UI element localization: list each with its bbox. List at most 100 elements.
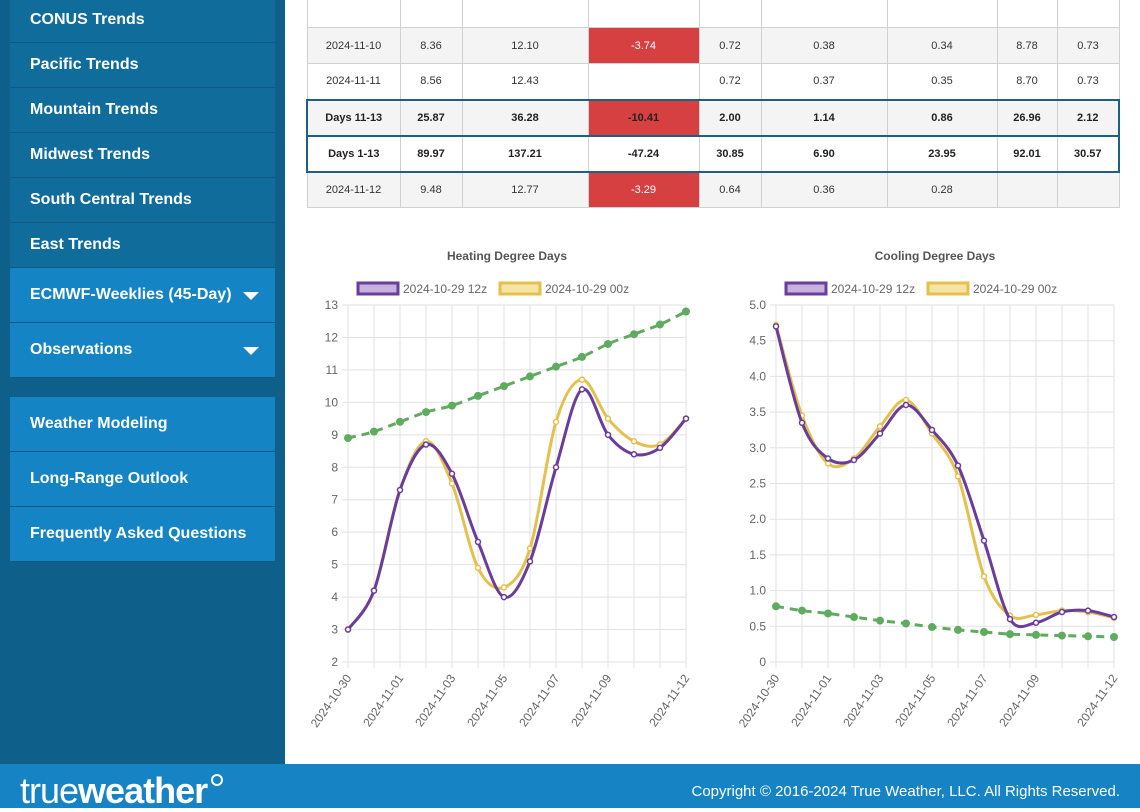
data-point [370, 587, 378, 594]
table-cell: 2.00 [698, 98, 762, 137]
table-cell [760, 0, 888, 28]
data-point [370, 427, 378, 436]
data-point [396, 486, 404, 494]
data-point [876, 430, 884, 437]
data-point [980, 628, 988, 637]
table-cell [886, 0, 998, 28]
y-tick-label: 2 [331, 655, 338, 669]
table-cell: Days 11-13 [306, 98, 401, 137]
data-point [850, 613, 858, 622]
sidebar-item-label: Long-Range Outlook [30, 470, 189, 487]
sidebar-item-pacific-trends[interactable]: Pacific Trends [10, 43, 275, 88]
sidebar-item-label: Midwest Trends [30, 146, 151, 163]
table-row: 2024-11-12 9.48 12.77 -3.29 0.64 0.36 0.28 [306, 171, 1120, 208]
table-cell: 0.34 [886, 27, 998, 64]
sidebar-item-observations[interactable]: Observations [10, 323, 275, 378]
y-tick-label: 12 [325, 330, 339, 344]
table-cell [698, 0, 762, 28]
table-cell: -3.74 [587, 27, 700, 64]
chart-title: Cooling Degree Days [875, 249, 996, 263]
table-cell: 0.28 [886, 171, 998, 208]
sidebar-item-mountain-trends[interactable]: Mountain Trends [10, 88, 275, 133]
x-tick-label: 2024-11-12 [1074, 671, 1120, 729]
x-tick-label: 2024-11-03 [840, 671, 886, 729]
sidebar-item-midwest-trends[interactable]: Midwest Trends [10, 133, 275, 178]
copyright-text: Copyright © 2016-2024 True Weather, LLC.… [691, 783, 1120, 800]
data-point [344, 434, 352, 443]
data-point [876, 616, 884, 625]
data-point [578, 386, 586, 393]
sidebar-item-east-trends[interactable]: East Trends [10, 223, 275, 268]
table-cell [996, 0, 1058, 28]
x-tick-label: 2024-11-12 [646, 671, 692, 729]
table-cell: 0.72 [698, 27, 762, 64]
table-cell [996, 171, 1058, 208]
trueweather-logo[interactable]: trueweather [20, 770, 224, 812]
table-cell: 0.38 [760, 27, 888, 64]
data-point [422, 408, 430, 417]
data-point [474, 564, 482, 572]
data-point [1032, 619, 1040, 626]
table-cell: 26.96 [996, 98, 1058, 137]
data-point [1110, 613, 1118, 621]
legend-swatch [498, 281, 542, 296]
table-cell: 36.28 [461, 98, 589, 137]
sidebar-item-conus-trends[interactable]: CONUS Trends [10, 0, 275, 43]
sidebar-item-long-range-outlook[interactable]: Long-Range Outlook [10, 452, 275, 507]
x-tick-label: 2024-11-09 [568, 671, 614, 729]
series-line-00z [346, 378, 688, 631]
data-point [682, 307, 690, 316]
x-tick-label: 2024-11-09 [996, 671, 1042, 729]
table-row [306, 0, 1120, 28]
data-point [980, 537, 988, 544]
table-cell: 6.90 [760, 134, 888, 173]
sidebar-item-ecmwf-weeklies[interactable]: ECMWF-Weeklies (45-Day) [10, 268, 275, 323]
table-cell: 1.14 [760, 98, 888, 137]
x-tick-label: 2024-11-07 [944, 671, 990, 729]
sidebar-item-weather-modeling[interactable]: Weather Modeling [10, 397, 275, 452]
legend-swatch [926, 281, 970, 296]
sidebar-item-label: Observations [30, 341, 133, 358]
table-cell: 0.35 [886, 63, 998, 100]
data-point [772, 323, 780, 330]
data-point [1032, 630, 1040, 639]
sidebar-item-faq[interactable]: Frequently Asked Questions [10, 507, 275, 562]
data-point [824, 455, 832, 462]
table-cell [1056, 171, 1120, 208]
table-cell: 30.85 [698, 134, 762, 173]
chevron-down-icon[interactable] [243, 347, 259, 355]
y-tick-label: 8 [331, 460, 338, 474]
table-cell: 92.01 [996, 134, 1058, 173]
table-cell: 12.77 [461, 171, 589, 208]
table-cell: 0.86 [886, 98, 998, 137]
table-cell: -3.87 [587, 63, 700, 100]
footer: trueweather Copyright © 2016-2024 True W… [0, 764, 1140, 811]
data-point [474, 538, 482, 546]
table-cell: 8.36 [399, 27, 463, 64]
data-point [552, 418, 560, 426]
table-cell: 2.12 [1056, 98, 1120, 137]
data-point [604, 431, 612, 439]
series-line-00z [774, 324, 1115, 620]
sidebar-item-south-central-trends[interactable]: South Central Trends [10, 178, 275, 223]
table-cell [306, 0, 401, 28]
data-point [1058, 608, 1066, 616]
y-tick-label: 4.5 [749, 334, 766, 348]
sidebar: CONUS Trends Pacific Trends Mountain Tre… [0, 0, 285, 764]
data-point [604, 339, 612, 348]
legend-swatch [784, 281, 828, 296]
data-point [824, 609, 832, 618]
x-tick-label: 2024-11-03 [412, 671, 458, 729]
chevron-down-icon[interactable] [243, 292, 259, 300]
sidebar-item-label: Pacific Trends [30, 56, 139, 73]
data-point [630, 330, 638, 339]
legend-label: 2024-10-29 12z [831, 282, 915, 296]
table-row: Days 1-13 89.97 137.21 -47.24 30.85 6.90 23.95… [306, 134, 1120, 173]
legend-label: 2024-10-29 00z [545, 282, 629, 296]
cooling-degree-days-chart: Cooling Degree Days 2024-10-29 12z 2024-10… [736, 249, 1121, 730]
y-tick-label: 11 [326, 363, 339, 377]
heating-degree-days-chart: Heating Degree Days 2024-10-29 12z 2024-10… [308, 249, 693, 730]
data-point [954, 473, 962, 480]
data-point [902, 619, 910, 628]
y-tick-label: 7 [331, 493, 338, 507]
